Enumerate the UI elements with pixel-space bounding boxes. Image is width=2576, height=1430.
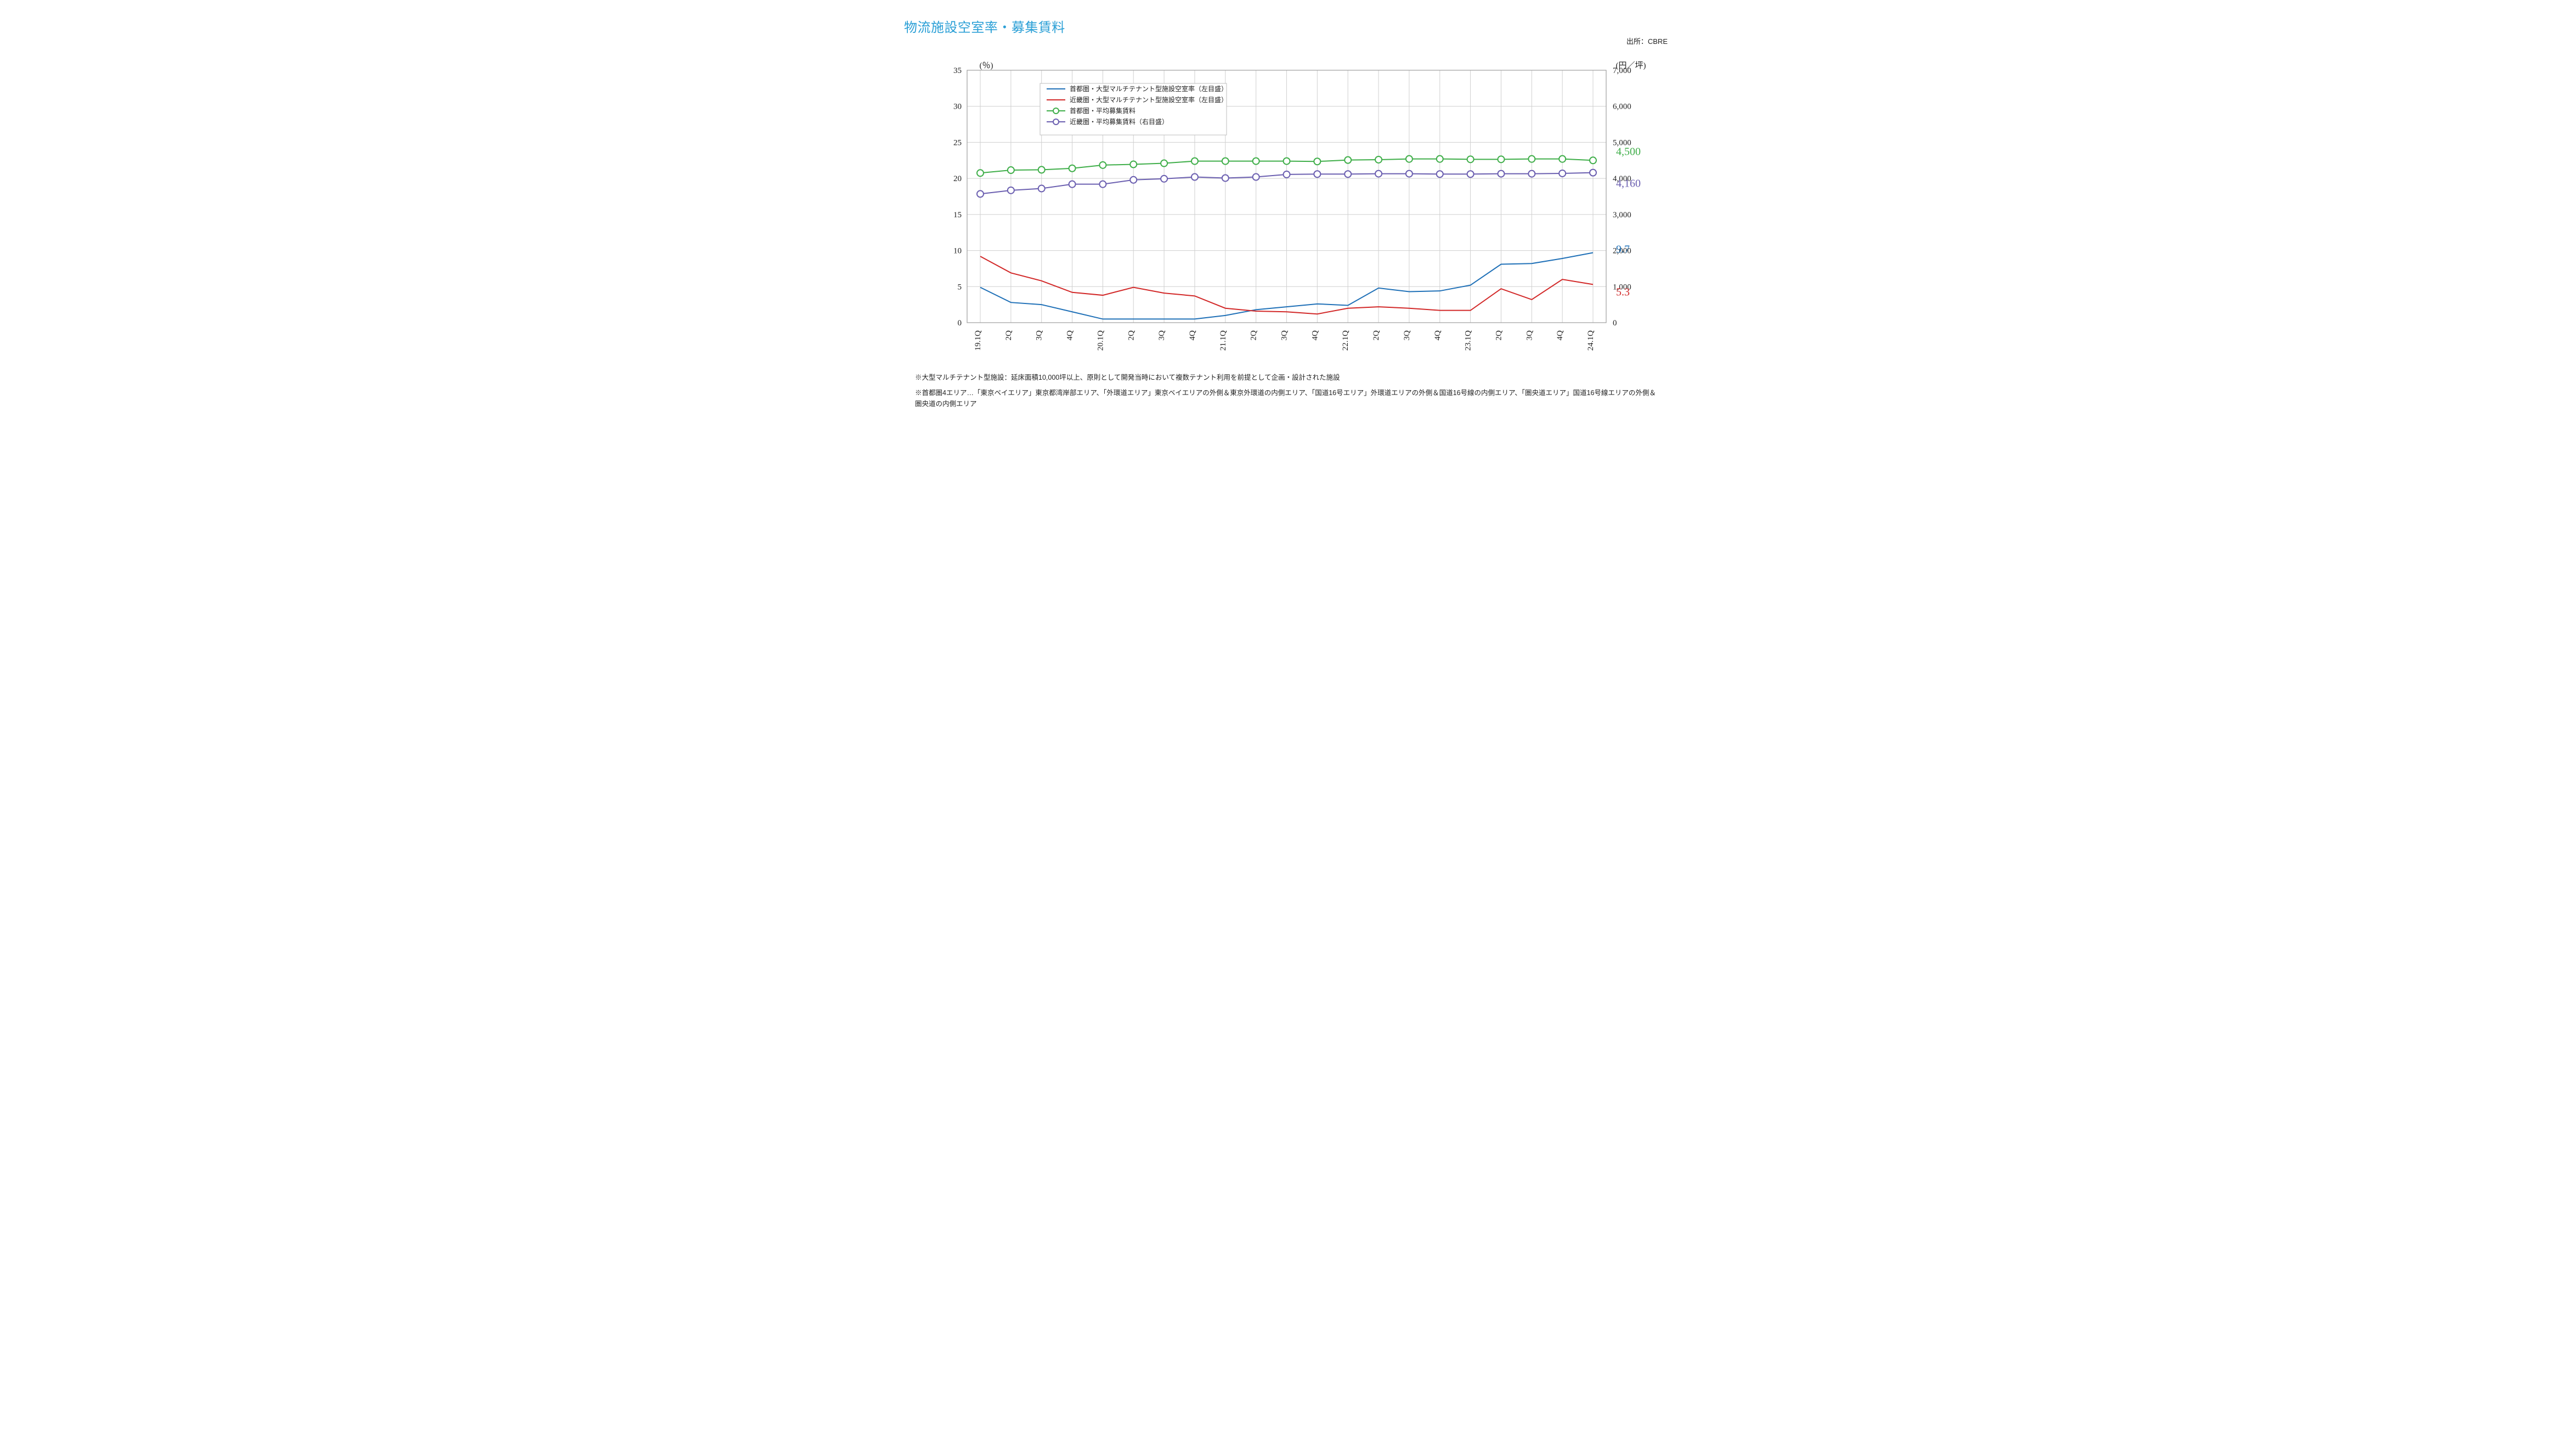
svg-text:4Q: 4Q — [1188, 330, 1197, 341]
chart-svg: (％)(円／坪)0510152025303501,0002,0003,0004,… — [915, 59, 1661, 367]
svg-text:22.1Q: 22.1Q — [1341, 330, 1350, 351]
svg-text:4Q: 4Q — [1433, 330, 1442, 341]
svg-text:(％): (％) — [980, 61, 993, 70]
svg-text:0: 0 — [1613, 319, 1617, 328]
svg-text:首都圏・大型マルチテナント型施設空室率（左目盛）: 首都圏・大型マルチテナント型施設空室率（左目盛） — [1070, 85, 1228, 93]
svg-text:4Q: 4Q — [1310, 330, 1319, 341]
svg-text:3Q: 3Q — [1280, 330, 1289, 341]
svg-text:4Q: 4Q — [1556, 330, 1564, 341]
svg-text:6,000: 6,000 — [1613, 103, 1631, 111]
svg-text:9.7: 9.7 — [1616, 244, 1630, 256]
svg-text:15: 15 — [953, 211, 962, 219]
svg-text:35: 35 — [953, 66, 962, 75]
svg-text:5.3: 5.3 — [1616, 286, 1630, 298]
svg-text:7,000: 7,000 — [1613, 66, 1631, 75]
svg-text:2Q: 2Q — [1372, 330, 1381, 341]
svg-text:4,500: 4,500 — [1616, 145, 1641, 157]
svg-text:2Q: 2Q — [1004, 330, 1013, 341]
svg-text:4,160: 4,160 — [1616, 178, 1641, 190]
svg-text:30: 30 — [953, 103, 962, 111]
svg-text:10: 10 — [953, 247, 962, 256]
svg-text:24.1Q: 24.1Q — [1586, 330, 1595, 351]
svg-text:首都圏・平均募集賃料: 首都圏・平均募集賃料 — [1070, 106, 1136, 115]
svg-text:21.1Q: 21.1Q — [1219, 330, 1228, 351]
footnote-2: ※首都圏4エリア…「東京ベイエリア」東京都湾岸部エリア、「外環道エリア」東京ベイ… — [915, 387, 1661, 409]
chart: (％)(円／坪)0510152025303501,0002,0003,0004,… — [915, 59, 1661, 367]
source-label: 出所：CBRE — [1626, 36, 1668, 46]
svg-text:23.1Q: 23.1Q — [1464, 330, 1473, 351]
footnote-1: ※大型マルチテナント型施設：延床面積10,000坪以上、原則として開発当時におい… — [915, 372, 1661, 383]
svg-text:25: 25 — [953, 138, 962, 147]
svg-text:3,000: 3,000 — [1613, 211, 1631, 219]
svg-text:2Q: 2Q — [1494, 330, 1503, 341]
svg-text:20: 20 — [953, 174, 962, 183]
svg-text:3Q: 3Q — [1035, 330, 1044, 341]
svg-text:3Q: 3Q — [1403, 330, 1411, 341]
svg-text:2Q: 2Q — [1127, 330, 1136, 341]
svg-text:20.1Q: 20.1Q — [1096, 330, 1105, 351]
svg-text:2Q: 2Q — [1250, 330, 1258, 341]
svg-text:近畿圏・大型マルチテナント型施設空室率（左目盛）: 近畿圏・大型マルチテナント型施設空室率（左目盛） — [1070, 95, 1228, 104]
svg-text:3Q: 3Q — [1157, 330, 1166, 341]
page-title: 物流施設空室率・募集賃料 — [904, 16, 1672, 36]
svg-text:0: 0 — [958, 319, 962, 328]
svg-text:5: 5 — [958, 283, 962, 291]
svg-text:19.1Q: 19.1Q — [974, 330, 982, 351]
svg-text:近畿圏・平均募集賃料（右目盛）: 近畿圏・平均募集賃料（右目盛） — [1070, 117, 1168, 126]
svg-text:3Q: 3Q — [1525, 330, 1534, 341]
svg-text:4Q: 4Q — [1066, 330, 1075, 341]
